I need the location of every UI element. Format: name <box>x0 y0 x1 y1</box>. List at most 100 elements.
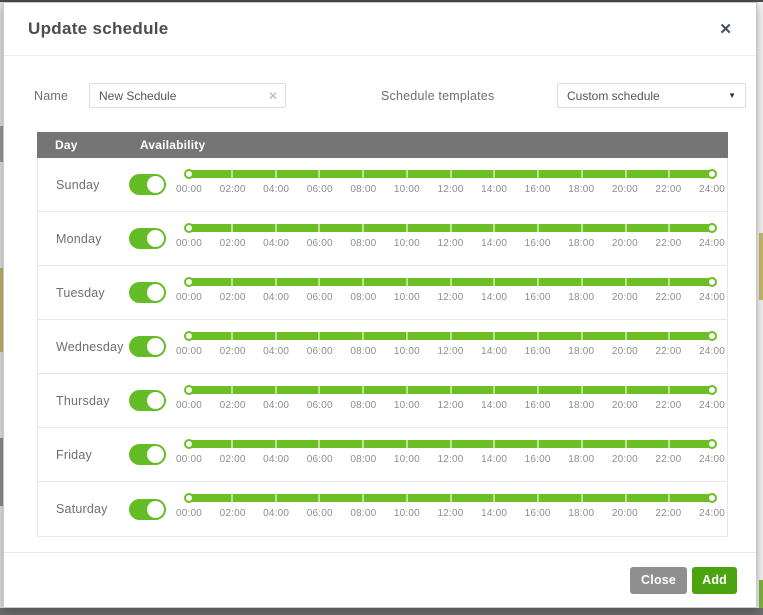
availability-toggle[interactable] <box>129 174 166 195</box>
tick-label: 22:00 <box>655 237 682 249</box>
background-band <box>0 268 3 352</box>
slider-track[interactable] <box>189 169 712 178</box>
availability-toggle[interactable] <box>129 498 166 520</box>
tick-label: 10:00 <box>393 237 420 249</box>
time-range-slider[interactable]: 00:00 02:00 04:00 06:00 08:00 10:00 12:00 14:00… <box>176 384 725 418</box>
table-row: Monday 00:00 02:00 04:00 06:00 08:00 10:00 12:… <box>38 212 727 266</box>
slider-segment <box>407 385 450 394</box>
slider-handle-start[interactable] <box>184 330 194 341</box>
slider-handle-end[interactable] <box>707 222 717 233</box>
tick-label: 18:00 <box>568 291 595 303</box>
slider-segment <box>582 169 625 178</box>
slider-track[interactable] <box>189 331 712 340</box>
slider-handle-end[interactable] <box>707 168 717 179</box>
slider-track[interactable] <box>189 223 712 232</box>
background-band <box>0 126 3 162</box>
tick-label: 24:00 <box>698 453 726 465</box>
tick-label: 18:00 <box>568 453 595 465</box>
background-left-edge <box>0 0 3 615</box>
availability-toggle[interactable] <box>129 390 166 411</box>
add-button[interactable]: Add <box>692 566 737 594</box>
time-range-slider[interactable]: 00:00 02:00 04:00 06:00 08:00 10:00 12:00 14:00… <box>176 222 725 256</box>
slider-handle-start[interactable] <box>184 493 194 503</box>
slider-handle-end[interactable] <box>707 330 717 341</box>
tick-label: 08:00 <box>350 345 377 357</box>
slider-segment <box>364 439 406 448</box>
slider-handle-start[interactable] <box>184 276 194 287</box>
templates-select[interactable]: Custom schedule ▼ <box>557 83 746 108</box>
slider-handle-start[interactable] <box>184 168 194 179</box>
slider-track-wrap <box>184 168 717 179</box>
slider-segment <box>670 494 712 502</box>
slider-segment <box>189 385 231 394</box>
slider-segment <box>582 385 625 394</box>
tick-label: 24:00 <box>698 291 726 303</box>
slider-handle-start[interactable] <box>184 222 194 233</box>
slider-handle-start[interactable] <box>184 384 194 395</box>
tick-label: 20:00 <box>611 345 638 357</box>
slider-segment <box>407 277 450 286</box>
tick-label: 10:00 <box>393 508 420 519</box>
tick-label: 22:00 <box>655 345 682 357</box>
tick-label: 18:00 <box>568 237 595 249</box>
tick-label: 22:00 <box>655 508 682 519</box>
slider-handle-end[interactable] <box>707 384 717 395</box>
day-label: Thursday <box>56 393 110 408</box>
slider-segment <box>626 385 669 394</box>
slider-segment <box>364 277 406 286</box>
availability-toggle[interactable] <box>129 228 166 249</box>
tick-label: 12:00 <box>437 183 464 195</box>
slider-ticks: 00:00 02:00 04:00 06:00 08:00 10:00 12:00 14:00… <box>176 291 725 305</box>
slider-segment <box>364 494 406 502</box>
slider-segment <box>276 169 319 178</box>
tick-label: 06:00 <box>306 237 333 249</box>
tick-label: 20:00 <box>611 508 638 519</box>
name-input[interactable] <box>89 83 286 108</box>
time-range-slider[interactable]: 00:00 02:00 04:00 06:00 08:00 10:00 12:00 14:00… <box>176 330 725 364</box>
availability-toggle[interactable] <box>129 444 166 465</box>
close-button[interactable]: Close <box>630 566 688 594</box>
slider-segment <box>451 169 494 178</box>
table-header: Day Availability <box>37 132 728 158</box>
toggle-knob <box>147 446 164 463</box>
tick-label: 02:00 <box>219 291 246 303</box>
slider-handle-end[interactable] <box>707 438 717 449</box>
form-row: Name ✕ Schedule templates Custom schedul… <box>4 56 756 108</box>
tick-label: 16:00 <box>524 399 551 411</box>
clear-input-icon[interactable]: ✕ <box>267 88 278 103</box>
availability-toggle[interactable] <box>129 336 166 357</box>
slider-ticks: 00:00 02:00 04:00 06:00 08:00 10:00 12:00 14:00… <box>176 508 725 521</box>
slider-handle-end[interactable] <box>707 493 717 503</box>
tick-label: 20:00 <box>611 237 638 249</box>
slider-segment <box>495 169 537 178</box>
tick-label: 10:00 <box>393 345 420 357</box>
tick-label: 14:00 <box>481 399 508 411</box>
tick-label: 02:00 <box>219 399 246 411</box>
tick-label: 14:00 <box>481 345 508 357</box>
close-icon[interactable]: ✕ <box>719 20 732 38</box>
tick-label: 20:00 <box>611 291 638 303</box>
tick-label: 02:00 <box>219 237 246 249</box>
slider-track[interactable] <box>189 439 712 448</box>
time-range-slider[interactable]: 00:00 02:00 04:00 06:00 08:00 10:00 12:00 14:00… <box>176 492 725 526</box>
slider-segment <box>582 331 625 340</box>
slider-track[interactable] <box>189 277 712 286</box>
time-range-slider[interactable]: 00:00 02:00 04:00 06:00 08:00 10:00 12:00 14:00… <box>176 168 725 202</box>
slider-handle-start[interactable] <box>184 438 194 449</box>
tick-label: 08:00 <box>350 291 377 303</box>
slider-segment <box>407 494 450 502</box>
time-range-slider[interactable]: 00:00 02:00 04:00 06:00 08:00 10:00 12:00 14:00… <box>176 276 725 310</box>
tick-label: 18:00 <box>568 508 595 519</box>
slider-segment <box>539 223 581 232</box>
slider-segment <box>320 439 362 448</box>
slider-segment <box>670 169 712 178</box>
toggle-knob <box>147 500 164 518</box>
slider-track[interactable] <box>189 385 712 394</box>
availability-toggle[interactable] <box>129 282 166 303</box>
slider-track[interactable] <box>189 494 712 502</box>
time-range-slider[interactable]: 00:00 02:00 04:00 06:00 08:00 10:00 12:00 14:00… <box>176 438 725 472</box>
slider-segment <box>364 385 406 394</box>
slider-handle-end[interactable] <box>707 276 717 287</box>
slider-segment <box>495 385 537 394</box>
table-row: Saturday 00:00 02:00 04:00 06:00 08:00 10:00 1… <box>38 482 727 536</box>
